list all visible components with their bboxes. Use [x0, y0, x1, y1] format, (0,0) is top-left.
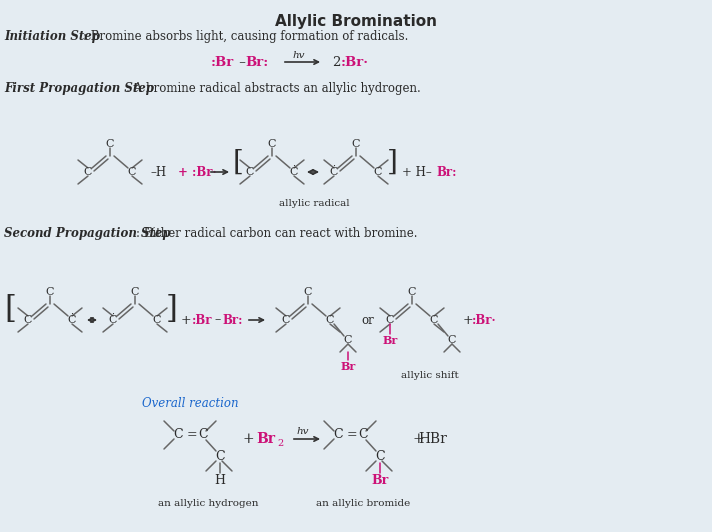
Text: –: –	[236, 55, 251, 69]
Text: C: C	[84, 167, 93, 177]
Text: C: C	[46, 287, 54, 297]
Text: C: C	[268, 139, 276, 149]
Text: C: C	[326, 315, 334, 325]
Text: :Br·: :Br·	[471, 313, 496, 327]
Text: Br:: Br:	[436, 165, 456, 179]
Text: C: C	[344, 335, 352, 345]
Text: Initiation Step: Initiation Step	[4, 30, 100, 43]
Text: 2: 2	[332, 55, 340, 69]
Text: C: C	[430, 315, 439, 325]
Text: [: [	[233, 148, 244, 176]
Text: C: C	[386, 315, 394, 325]
Text: C: C	[198, 428, 208, 442]
Text: :Br: :Br	[192, 313, 212, 327]
Text: Br: Br	[256, 432, 276, 446]
Text: hv: hv	[293, 51, 305, 60]
Text: C: C	[282, 315, 290, 325]
Text: : Bromine absorbs light, causing formation of radicals.: : Bromine absorbs light, causing formati…	[83, 30, 409, 43]
Text: C: C	[173, 428, 183, 442]
Text: +: +	[181, 313, 192, 327]
Text: C: C	[352, 139, 360, 149]
Text: C: C	[127, 167, 136, 177]
Text: C: C	[106, 139, 114, 149]
Text: Ċ: Ċ	[68, 315, 76, 325]
Text: Second Propagation Step: Second Propagation Step	[4, 227, 171, 240]
Text: –H: –H	[150, 165, 166, 179]
Text: allylic radical: allylic radical	[278, 200, 350, 209]
Text: Overall reaction: Overall reaction	[142, 397, 239, 410]
Text: C: C	[375, 451, 384, 463]
Text: :Br: :Br	[210, 55, 234, 69]
Text: Br: Br	[382, 336, 397, 346]
Text: +: +	[463, 313, 473, 327]
Text: C: C	[408, 287, 417, 297]
Text: [: [	[4, 295, 16, 326]
Text: Br:: Br:	[223, 313, 244, 327]
Text: First Propagation Step: First Propagation Step	[4, 82, 154, 95]
Text: H: H	[214, 475, 226, 487]
Text: ]: ]	[166, 295, 178, 326]
Text: HBr: HBr	[419, 432, 447, 446]
Text: C: C	[131, 287, 140, 297]
Text: Br: Br	[340, 362, 355, 372]
Text: C: C	[246, 167, 254, 177]
Text: C: C	[153, 315, 161, 325]
Text: Allylic Bromination: Allylic Bromination	[275, 14, 437, 29]
Text: an allylic bromide: an allylic bromide	[316, 498, 410, 508]
Text: allylic shift: allylic shift	[401, 370, 459, 379]
Text: C: C	[23, 315, 32, 325]
Text: ]: ]	[387, 148, 397, 176]
Text: C: C	[333, 428, 342, 442]
Text: 2: 2	[278, 438, 284, 447]
Text: :Br·: :Br·	[341, 55, 369, 69]
Text: +: +	[242, 432, 253, 446]
Text: =: =	[187, 428, 197, 442]
Text: an allylic hydrogen: an allylic hydrogen	[158, 498, 258, 508]
Text: Ċ: Ċ	[290, 167, 298, 177]
Text: C: C	[374, 167, 382, 177]
Text: C: C	[358, 428, 368, 442]
Text: hv: hv	[297, 427, 309, 436]
Text: : A bromine radical abstracts an allylic hydrogen.: : A bromine radical abstracts an allylic…	[126, 82, 421, 95]
Text: Ċ: Ċ	[330, 167, 338, 177]
Text: =: =	[347, 428, 357, 442]
Text: + :Br·: + :Br·	[178, 165, 216, 179]
Text: +: +	[412, 432, 424, 446]
Text: –: –	[215, 313, 221, 327]
Text: C: C	[448, 335, 456, 345]
Text: Br: Br	[372, 475, 389, 487]
Text: or: or	[362, 313, 375, 327]
Text: Ċ: Ċ	[109, 315, 117, 325]
Text: C: C	[215, 451, 225, 463]
Text: C: C	[304, 287, 313, 297]
Text: + H–: + H–	[402, 165, 431, 179]
Text: : Either radical carbon can react with bromine.: : Either radical carbon can react with b…	[136, 227, 417, 240]
Text: Br:: Br:	[246, 55, 268, 69]
